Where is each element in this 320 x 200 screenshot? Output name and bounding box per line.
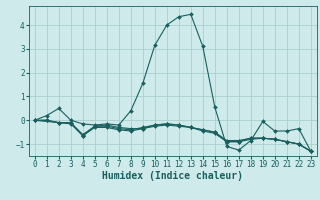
X-axis label: Humidex (Indice chaleur): Humidex (Indice chaleur) <box>102 171 243 181</box>
